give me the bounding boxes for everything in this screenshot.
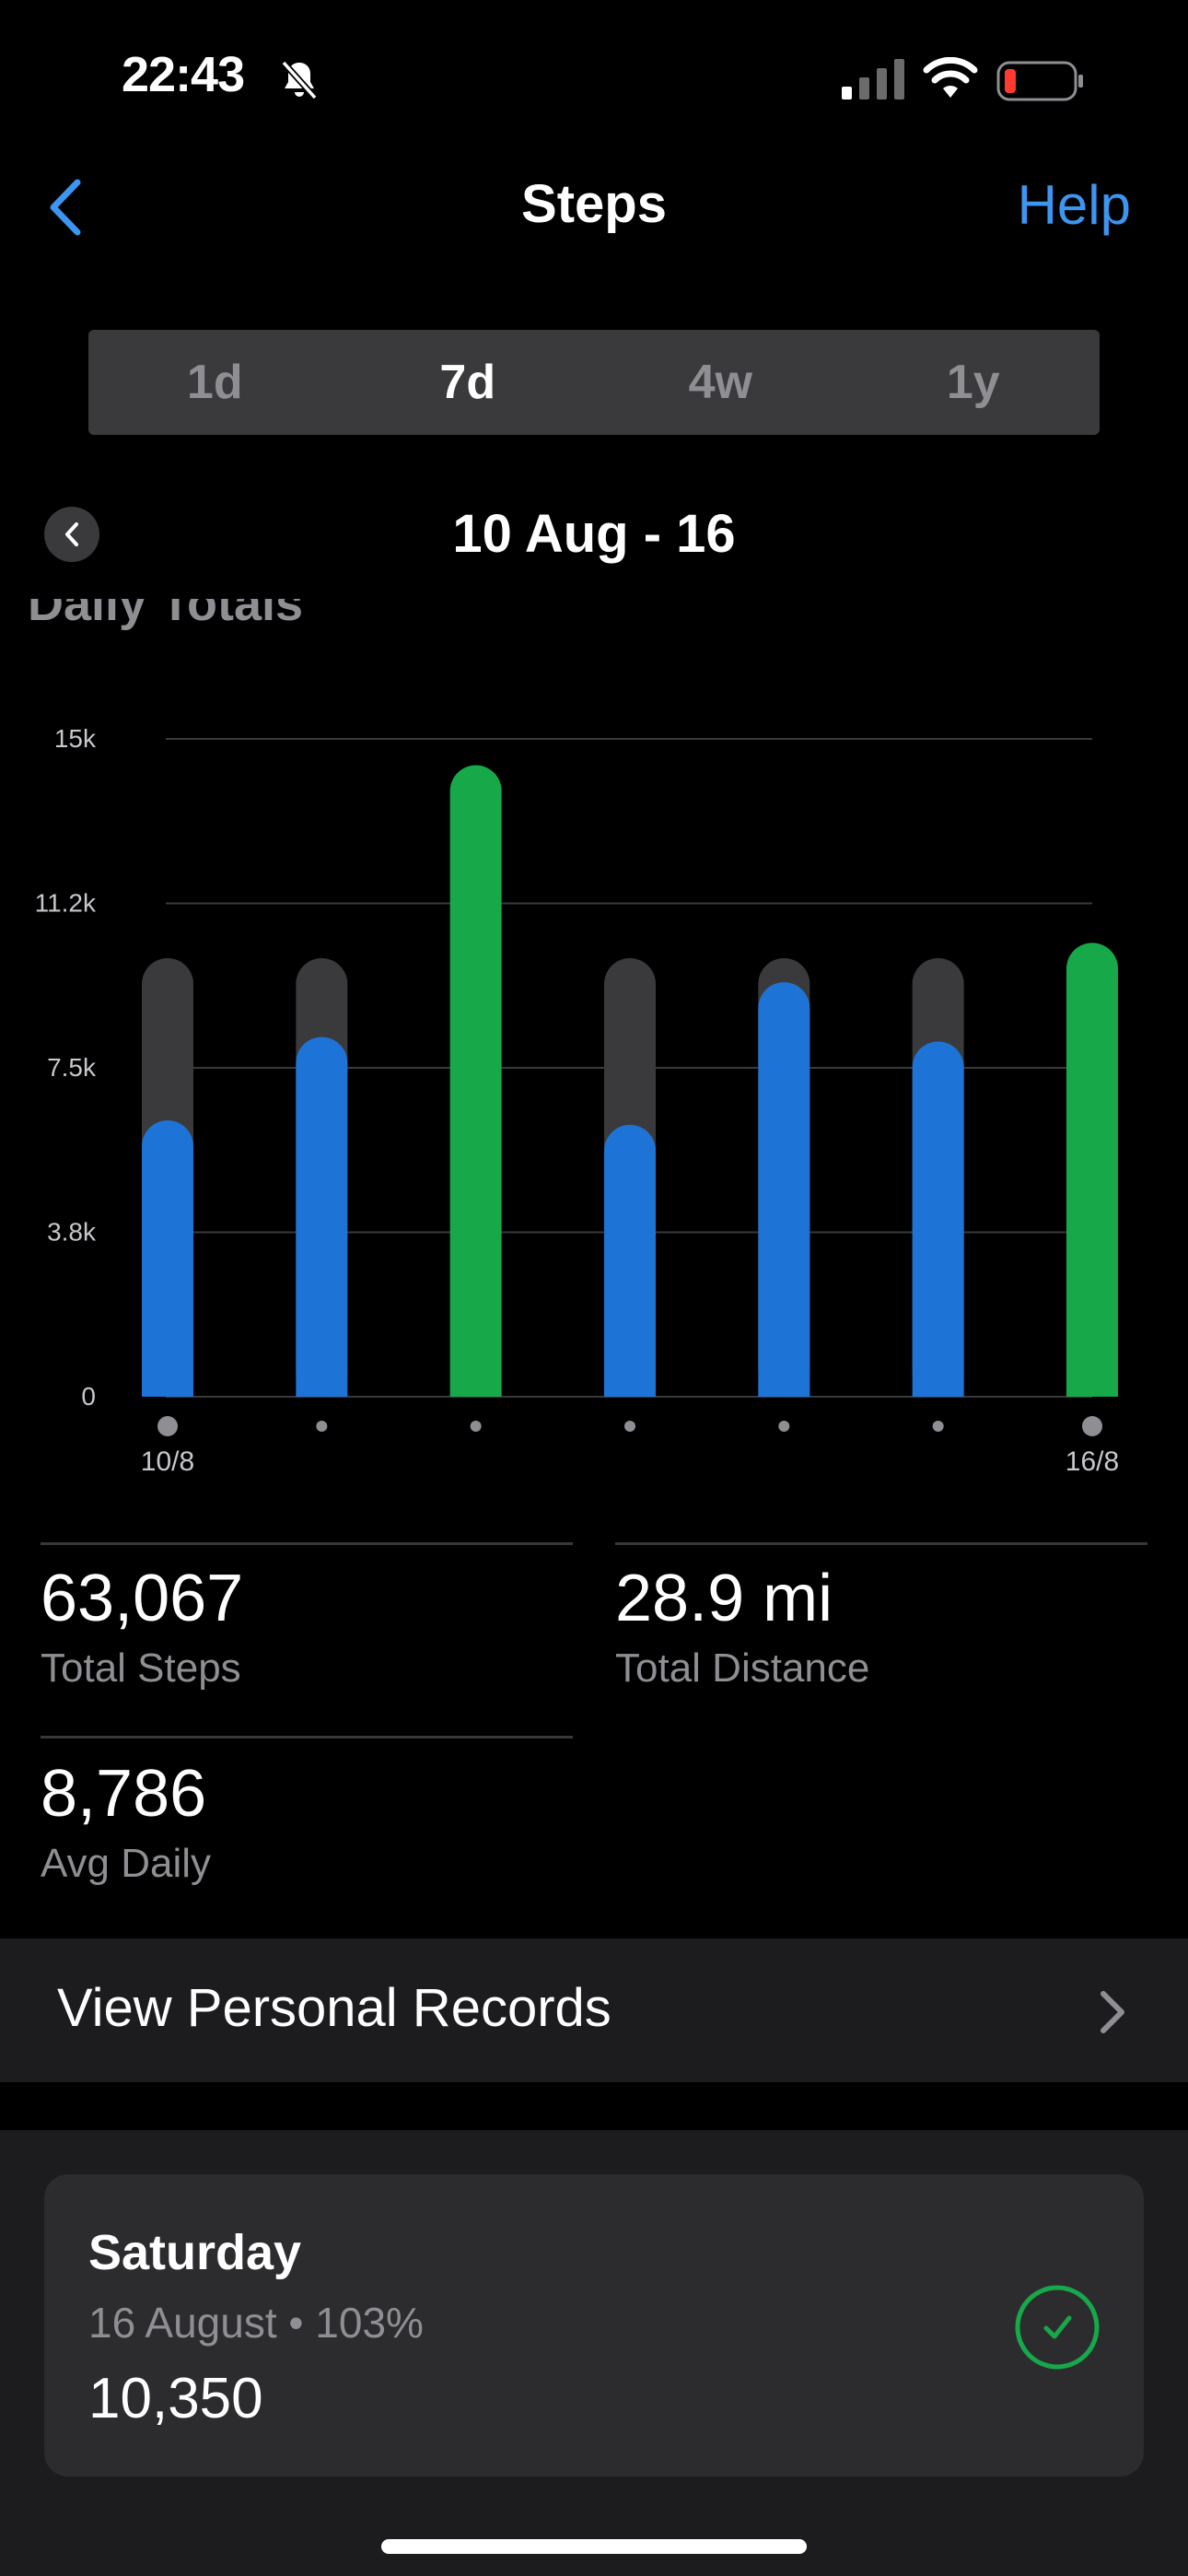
y-tick-label: 15k (54, 724, 97, 753)
goal-met-check-icon (1015, 2285, 1100, 2370)
time-range-segmented-control: 1d 7d 4w 1y (88, 330, 1100, 435)
segment-1d[interactable]: 1d (186, 356, 243, 409)
wifi-icon (923, 57, 978, 98)
y-tick-label: 0 (81, 1382, 96, 1411)
battery-low-icon (996, 61, 1083, 101)
steps-bar (449, 765, 502, 1397)
status-time: 22:43 (122, 47, 245, 102)
day-card-subtitle: 16 August • 103% (88, 2299, 424, 2347)
x-axis-dot (1082, 1416, 1102, 1436)
steps-bar (912, 1041, 964, 1397)
x-axis-dot (624, 1421, 635, 1432)
x-axis-dot (157, 1416, 178, 1436)
stats-divider (615, 1542, 1147, 1545)
section-heading: Daily Totals (28, 599, 304, 631)
avg-daily-value: 8,786 (41, 1757, 207, 1831)
total-distance-value: 28.9 mi (615, 1562, 833, 1635)
help-button[interactable]: Help (1017, 174, 1131, 236)
date-range-label: 10 Aug - 16 (452, 504, 736, 564)
avg-daily-label: Avg Daily (41, 1841, 212, 1886)
day-card-steps: 10,350 (88, 2367, 263, 2430)
page-title: Steps (521, 174, 667, 234)
steps-bar (758, 982, 810, 1397)
x-tick-label: 10/8 (141, 1446, 194, 1477)
x-axis-dot (778, 1421, 790, 1432)
steps-bar (604, 1124, 656, 1397)
cellular-signal-icon (842, 59, 904, 100)
segment-7d[interactable]: 7d (439, 356, 496, 409)
silent-bell-icon (281, 60, 318, 100)
view-personal-records-row[interactable] (0, 1938, 1188, 2082)
day-card-day: Saturday (88, 2225, 302, 2280)
steps-bar (296, 1036, 348, 1397)
chevron-left-icon (65, 522, 78, 546)
x-tick-label: 16/8 (1066, 1446, 1119, 1477)
stats-divider (41, 1736, 573, 1739)
y-tick-label: 7.5k (47, 1053, 97, 1082)
daily-steps-chart: 15k 11.2k 7.5k 3.8k 0 10/8 16/8 (35, 724, 1120, 1477)
total-steps-label: Total Steps (41, 1645, 241, 1691)
x-axis-dot (470, 1421, 482, 1432)
steps-bar (142, 1120, 193, 1397)
day-card[interactable] (44, 2174, 1144, 2476)
back-chevron-icon[interactable] (44, 177, 88, 238)
home-indicator (381, 2539, 807, 2554)
view-personal-records-label: View Personal Records (57, 1978, 611, 2038)
y-tick-label: 11.2k (35, 889, 97, 918)
segment-4w[interactable]: 4w (688, 356, 752, 409)
steps-bar (1066, 943, 1118, 1397)
chevron-right-icon (1101, 1991, 1124, 2033)
x-axis-dot (316, 1421, 328, 1432)
stats-divider (41, 1542, 573, 1545)
y-tick-label: 3.8k (47, 1218, 97, 1247)
segment-1y[interactable]: 1y (946, 356, 1000, 409)
previous-range-button[interactable] (44, 507, 99, 562)
total-steps-value: 63,067 (41, 1562, 244, 1635)
total-distance-label: Total Distance (615, 1645, 870, 1691)
x-axis-dot (932, 1421, 944, 1432)
